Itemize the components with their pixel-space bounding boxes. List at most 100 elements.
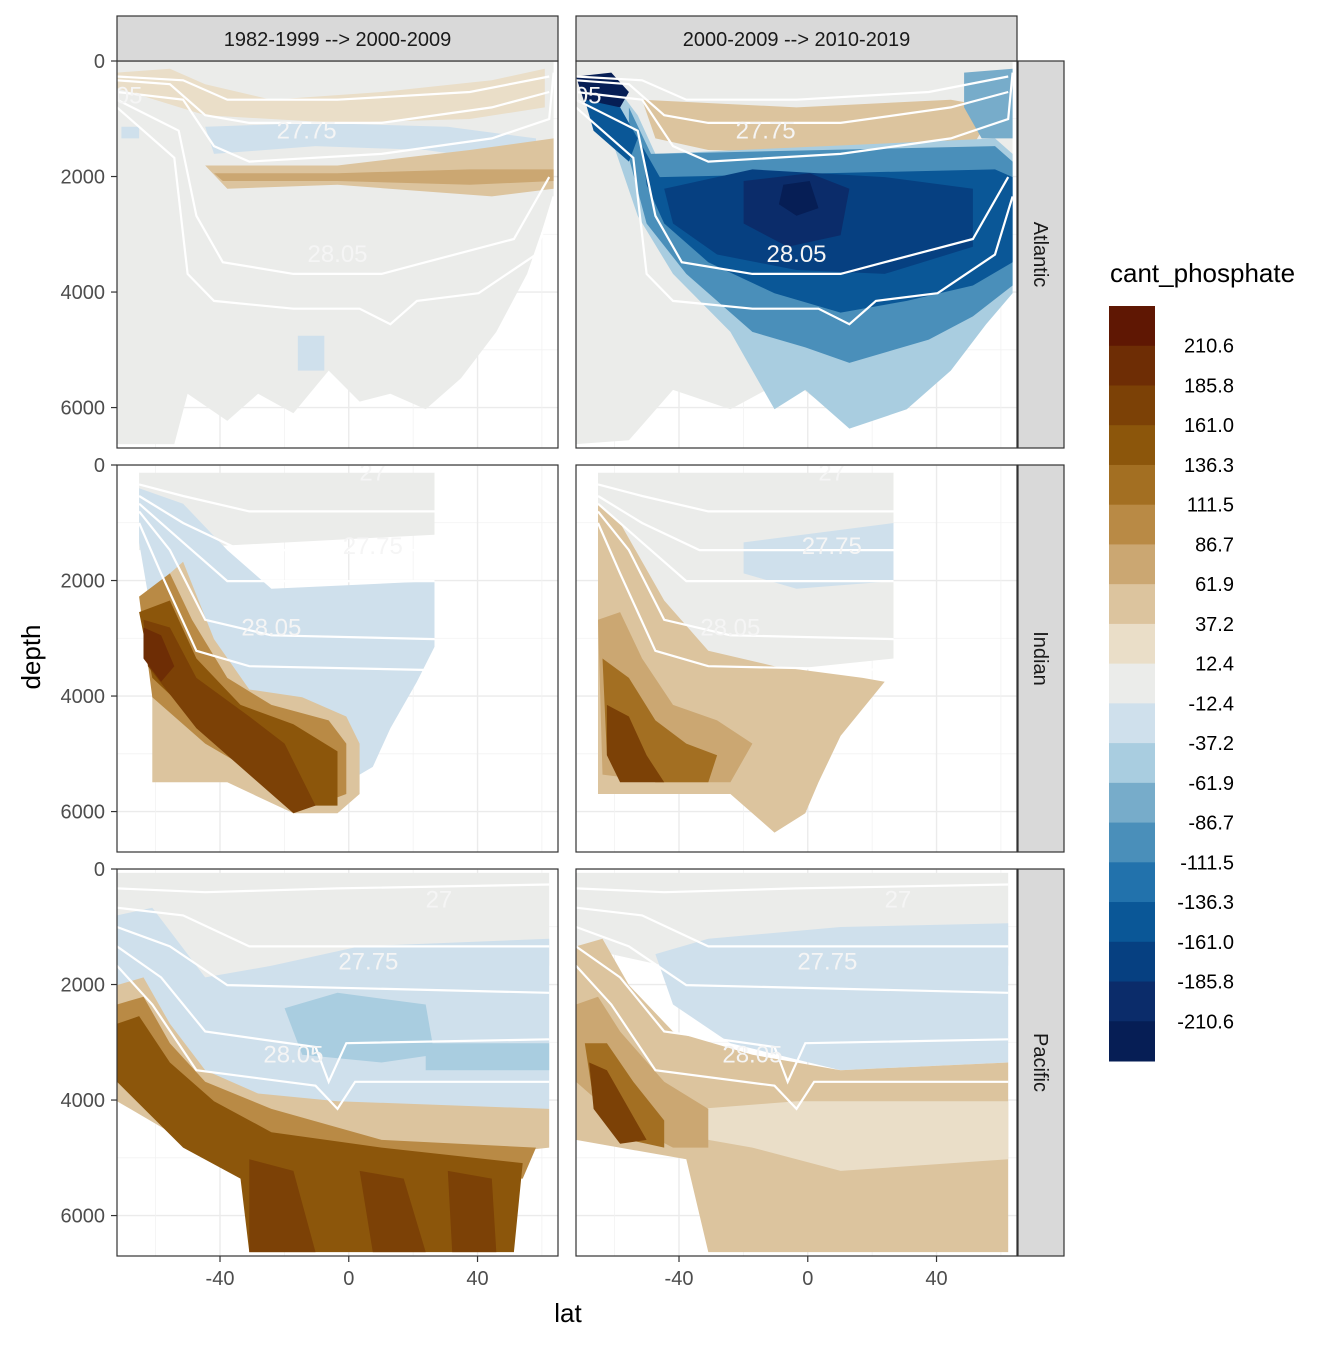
contour-band (699, 1101, 1009, 1171)
isopycnal (576, 79, 1009, 124)
isopycnal-lines: 27.75 28.05 27 (596, 459, 894, 672)
panel-atlantic-2: 27.75 28.05 .05 (575, 60, 1018, 449)
row-strip-label: Pacific (1029, 1033, 1051, 1092)
row-strip (1017, 868, 1065, 1257)
isopycnal-label: 27 (818, 459, 845, 486)
isopycnal (576, 883, 1009, 894)
x-tick-label: -40 (206, 1268, 235, 1290)
legend-break-label: -37.2 (1188, 733, 1234, 755)
contour-band (143, 627, 175, 682)
legend-layer: cant_phosphate 210.6 185.8 161.0 136.3 111.5 8… (1109, 258, 1295, 1062)
isopycnal-lines: 27.75 28.05 27 (117, 883, 550, 1111)
axes-layer: 020004000600002000400060000200040006000-… (16, 51, 948, 1328)
isopycnal (138, 502, 435, 583)
contour-band (284, 992, 435, 1063)
y-tick-label: 6000 (61, 1206, 106, 1228)
legend-swatch (1109, 345, 1155, 386)
isopycnal (117, 965, 550, 1111)
panels-layer: 27.7528.05.0527.7528.05.0527.7528.052727… (109, 60, 1018, 1257)
legend-swatch (1109, 544, 1155, 585)
legend-break-label: -185.8 (1177, 972, 1234, 994)
isopycnal (576, 906, 1009, 948)
isopycnal (117, 72, 555, 163)
legend-title: cant_phosphate (1110, 258, 1295, 288)
legend-break-label: -136.3 (1177, 892, 1234, 914)
isopycnal (117, 906, 550, 948)
y-tick-label: 2000 (61, 975, 106, 997)
isopycnal (597, 502, 894, 583)
contour-band (584, 99, 638, 162)
isopycnal-label: 27.75 (802, 533, 862, 560)
isopycnal (138, 510, 435, 641)
isopycnal (117, 106, 555, 326)
isopycnal (138, 495, 435, 552)
panel-indian-2: 27.75 28.05 27 (575, 459, 1018, 853)
isopycnal-label: 27.75 (797, 949, 857, 976)
legend-break-label: 86.7 (1195, 534, 1234, 556)
column-strip (575, 15, 1018, 62)
legend-break-label: -161.0 (1177, 932, 1234, 954)
x-tick-label: -40 (665, 1268, 694, 1290)
legend-break-label: 37.2 (1195, 614, 1234, 636)
isopycnal-label: 27 (885, 887, 912, 914)
isopycnal-label: 27 (426, 887, 453, 914)
isopycnal (117, 98, 551, 275)
y-tick-label: 0 (94, 859, 105, 881)
isopycnal (597, 495, 894, 552)
contour-band (214, 169, 554, 185)
filled-contours (117, 61, 554, 445)
legend-swatch (1109, 703, 1155, 744)
column-strip-label: 2000-2009 --> 2010-2019 (683, 29, 910, 51)
legend-break-label: -111.5 (1180, 852, 1234, 874)
legend-swatch (1109, 623, 1155, 665)
isopycnal (576, 98, 1010, 275)
filled-contours (576, 872, 1009, 1253)
panel-border (575, 464, 1018, 853)
isopycnal (138, 483, 435, 513)
isopycnal-label: .05 (109, 83, 142, 110)
legend-break-label: 12.4 (1195, 654, 1234, 676)
contour-band (425, 1043, 550, 1071)
legend-swatch (1109, 1021, 1155, 1062)
legend-break-label: 185.8 (1184, 375, 1234, 397)
panel-border (575, 868, 1018, 1257)
isopycnal (576, 965, 1009, 1111)
legend-swatch (1109, 584, 1155, 625)
contour-band (576, 938, 1009, 1253)
panel-border (116, 868, 559, 1257)
legend-swatch (1109, 464, 1155, 506)
legend-break-label: 210.6 (1184, 336, 1234, 358)
legend-break-label: -61.9 (1188, 773, 1234, 795)
contour-band (589, 1062, 647, 1144)
isopycnal-lines: 27.75 28.05 27 (138, 465, 435, 672)
isopycnal (117, 945, 550, 1085)
isopycnal-label: 27.75 (736, 117, 796, 144)
contour-band (117, 1016, 523, 1253)
isopycnal-label: 27.75 (343, 533, 403, 560)
legend-swatch (1109, 743, 1155, 784)
y-tick-label: 2000 (61, 571, 106, 593)
y-tick-label: 0 (94, 51, 105, 73)
isopycnal (597, 483, 894, 513)
isopycnal (576, 945, 1009, 1085)
legend-break-label: 111.5 (1187, 495, 1234, 517)
isopycnal (576, 75, 1009, 101)
x-tick-label: 0 (343, 1268, 354, 1290)
row-strip-label: Atlantic (1029, 222, 1051, 288)
y-tick-label: 4000 (61, 686, 106, 708)
y-tick-label: 4000 (61, 282, 106, 304)
panel-indian-1: 27.75 28.05 27 (116, 464, 559, 853)
isopycnal (576, 106, 1014, 326)
legend-swatch (1109, 782, 1155, 824)
contour-band (117, 68, 545, 123)
legend-swatch (1109, 385, 1155, 426)
panel-border (116, 464, 559, 853)
column-strip-label: 1982-1999 --> 2000-2009 (224, 29, 451, 51)
x-tick-label: 0 (802, 1268, 813, 1290)
legend-swatch (1109, 504, 1155, 545)
legend-swatch (1109, 902, 1155, 943)
isopycnal-label: 28.05 (307, 241, 367, 268)
x-tick-label: 40 (466, 1268, 488, 1290)
